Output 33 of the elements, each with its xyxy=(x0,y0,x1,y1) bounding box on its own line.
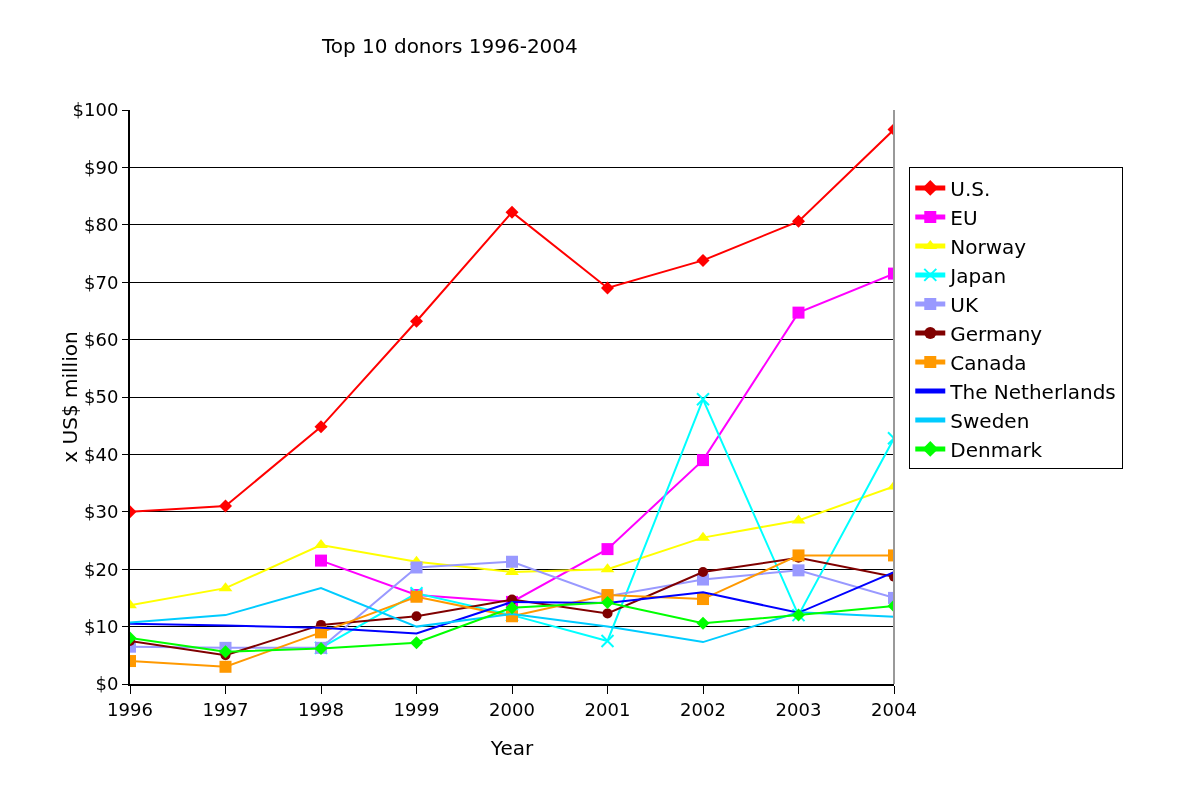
y-tick-label: $50 xyxy=(84,386,119,408)
legend-label: Japan xyxy=(948,263,1007,288)
y-tick-label: $20 xyxy=(84,558,119,580)
y-tick-label: $0 xyxy=(95,673,119,695)
y-tick-label: $80 xyxy=(84,214,119,236)
x-tick-label: 1998 xyxy=(298,698,344,720)
x-tick-label: 2003 xyxy=(775,698,822,720)
y-axis-title: x US$ million xyxy=(58,331,83,463)
legend-label: U.S. xyxy=(950,176,991,201)
chart-title: Top 10 donors 1996-2004 xyxy=(321,34,578,59)
legend-label: EU xyxy=(950,205,978,230)
x-tick-label: 2000 xyxy=(489,698,535,720)
legend-label: Denmark xyxy=(950,437,1043,462)
legend-label: Canada xyxy=(950,350,1027,375)
x-tick-label: 1999 xyxy=(393,698,440,720)
y-tick-label: $40 xyxy=(84,443,119,465)
x-tick-label: 1996 xyxy=(107,698,153,720)
y-tick-label: $70 xyxy=(84,271,119,293)
legend-label: Sweden xyxy=(950,408,1030,433)
x-tick-label: 1997 xyxy=(202,698,249,720)
legend-label: The Netherlands xyxy=(949,379,1116,404)
y-tick-label: $100 xyxy=(72,99,119,121)
x-tick-label: 2001 xyxy=(584,698,631,720)
x-axis-title: Year xyxy=(489,736,534,760)
y-tick-label: $60 xyxy=(84,328,119,350)
y-tick-label: $30 xyxy=(84,501,119,523)
legend-label: UK xyxy=(950,292,979,317)
x-tick-label: 2004 xyxy=(871,698,917,720)
legend-label: Norway xyxy=(950,234,1027,259)
x-tick-label: 2002 xyxy=(680,698,726,720)
y-tick-label: $10 xyxy=(84,615,119,637)
legend-label: Germany xyxy=(950,321,1043,346)
y-tick-label: $90 xyxy=(84,156,119,178)
